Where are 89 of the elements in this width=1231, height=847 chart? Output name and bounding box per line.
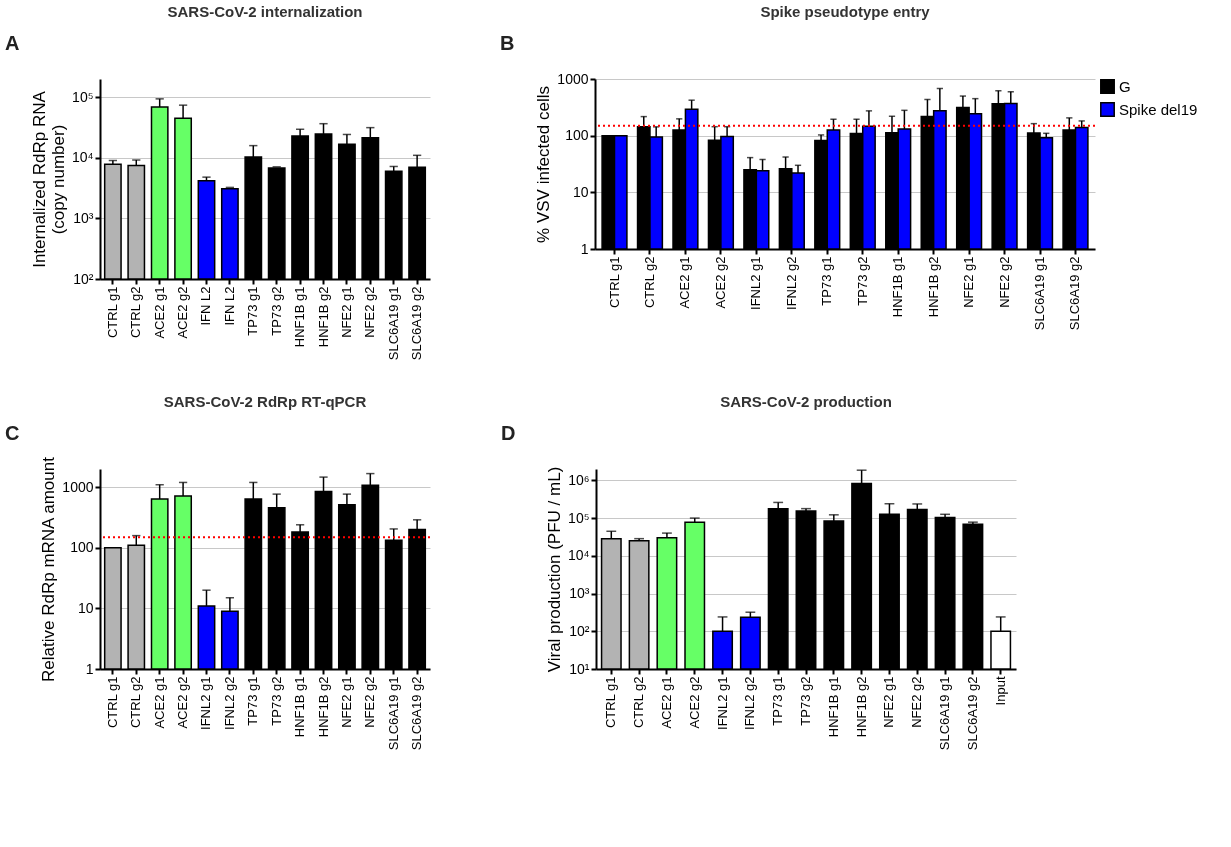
y-tick-label: 1000 <box>557 70 589 87</box>
y-tick-label: 10⁵ <box>568 509 590 526</box>
x-tick-label: NFE2 g1 <box>881 676 897 728</box>
legend-label: Spike del19 <box>1119 100 1198 118</box>
y-tick-label: 10⁵ <box>72 88 94 105</box>
x-tick-label: TP73 g2 <box>268 676 284 726</box>
x-tick-label: HNF1B g2 <box>853 676 869 738</box>
x-tick-label: NFE2 g1 <box>338 676 354 728</box>
x-tick-label: ACE2 g2 <box>175 286 191 339</box>
x-tick-label: CTRL g1 <box>606 256 622 309</box>
x-tick-label: ACE2 g2 <box>175 676 191 729</box>
y-tick-label: 10¹ <box>569 660 590 677</box>
x-tick-label: HNF1B g2 <box>315 286 331 348</box>
x-tick-label: TP73 g1 <box>245 676 261 726</box>
x-tick-label: TP73 g1 <box>770 676 786 726</box>
x-tick-label: NFE2 g1 <box>961 256 977 308</box>
chart-title: SARS-CoV-2 production <box>720 393 892 410</box>
x-tick-label: NFE2 g1 <box>338 286 354 338</box>
x-tick-label: Input <box>992 676 1008 706</box>
chart-title: SARS-CoV-2 RdRp RT-qPCR <box>163 393 367 410</box>
x-tick-label: ACE2 g2 <box>686 676 702 729</box>
x-tick-label: IFNL2 g2 <box>783 256 799 310</box>
x-tick-label: ACE2 g1 <box>658 676 674 729</box>
x-tick-label: NFE2 g2 <box>996 256 1012 308</box>
y-tick-label: 1 <box>85 660 94 677</box>
x-tick-label: HNF1B g2 <box>925 256 941 318</box>
x-tick-label: TP73 g1 <box>819 256 835 306</box>
x-tick-label: CTRL g1 <box>603 676 619 729</box>
y-tick-label: 100 <box>565 127 589 144</box>
x-tick-label: CTRL g2 <box>631 676 647 729</box>
legend-label: G <box>1119 77 1131 95</box>
chart-title: SARS-CoV-2 internalization <box>167 3 363 20</box>
x-tick-label: IFNL2 g2 <box>742 676 758 730</box>
x-tick-label: NFE2 g2 <box>362 286 378 338</box>
x-tick-label: HNF1B g1 <box>292 286 308 348</box>
x-tick-label: SLC6A19 g2 <box>1067 256 1083 331</box>
x-tick-label: CTRL g2 <box>128 676 144 729</box>
y-tick-label: 10 <box>77 599 94 616</box>
x-tick-label: IFNL2 g2 <box>221 676 237 730</box>
x-tick-label: IFN L2 <box>221 286 237 326</box>
x-tick-label: CTRL g1 <box>104 286 120 339</box>
x-tick-label: TP73 g2 <box>798 676 813 726</box>
x-tick-label: TP73 g1 <box>245 286 261 336</box>
x-tick-label: SLC6A19 g1 <box>385 286 401 361</box>
x-tick-label: HNF1B g1 <box>825 676 841 738</box>
x-tick-label: CTRL g2 <box>641 256 657 309</box>
text: D <box>501 422 516 444</box>
y-tick-label: 10² <box>73 270 94 287</box>
x-tick-label: ACE2 g2 <box>712 256 728 309</box>
x-tick-label: NFE2 g2 <box>362 676 378 728</box>
x-tick-label: ACE2 g1 <box>151 286 167 339</box>
y-axis-title: % VSV infected cells <box>534 86 554 243</box>
x-tick-label: ACE2 g1 <box>151 676 167 729</box>
x-tick-label: SLC6A19 g2 <box>964 676 980 751</box>
y-tick-label: 100 <box>70 539 94 556</box>
text: A <box>5 32 20 54</box>
x-tick-label: SLC6A19 g2 <box>409 676 425 751</box>
x-tick-label: IFNL2 g1 <box>198 676 214 730</box>
text: C <box>5 422 20 444</box>
y-axis-title: Internalized RdRp RNA (copy number) <box>29 90 68 268</box>
y-tick-label: 10³ <box>73 209 94 226</box>
x-tick-label: HNF1B g1 <box>292 676 308 738</box>
x-tick-label: TP73 g2 <box>854 256 870 306</box>
x-tick-label: NFE2 g2 <box>909 676 925 728</box>
x-tick-label: CTRL g2 <box>128 286 144 339</box>
y-tick-label: 10⁴ <box>71 149 94 166</box>
y-axis-title: Relative RdRp mRNA amount <box>39 456 59 682</box>
y-tick-label: 1000 <box>62 478 94 495</box>
x-tick-label: HNF1B g1 <box>890 256 906 318</box>
text: B <box>500 32 515 54</box>
x-tick-label: SLC6A19 g2 <box>409 286 425 361</box>
x-tick-label: TP73 g2 <box>268 286 284 336</box>
x-tick-label: SLC6A19 g1 <box>385 676 401 751</box>
y-tick-label: 1 <box>580 240 589 257</box>
x-tick-label: IFN L2 <box>198 286 214 326</box>
y-tick-label: 10³ <box>569 585 590 602</box>
y-tick-label: 10 <box>572 183 589 200</box>
x-tick-label: ACE2 g1 <box>677 256 693 309</box>
x-tick-label: IFNL2 g1 <box>714 676 730 730</box>
y-tick-label: 10² <box>569 622 590 639</box>
x-tick-label: SLC6A19 g1 <box>1032 256 1048 331</box>
x-tick-label: IFNL2 g1 <box>748 256 764 310</box>
chart-title: Spike pseudotype entry <box>760 3 931 20</box>
y-axis-title: Viral production (PFU / mL) <box>544 466 564 673</box>
y-tick-label: 10⁶ <box>568 471 590 488</box>
y-tick-label: 10⁴ <box>567 547 590 564</box>
x-tick-label: SLC6A19 g1 <box>937 676 953 751</box>
x-tick-label: HNF1B g2 <box>315 676 331 738</box>
x-tick-label: CTRL g1 <box>104 676 120 729</box>
